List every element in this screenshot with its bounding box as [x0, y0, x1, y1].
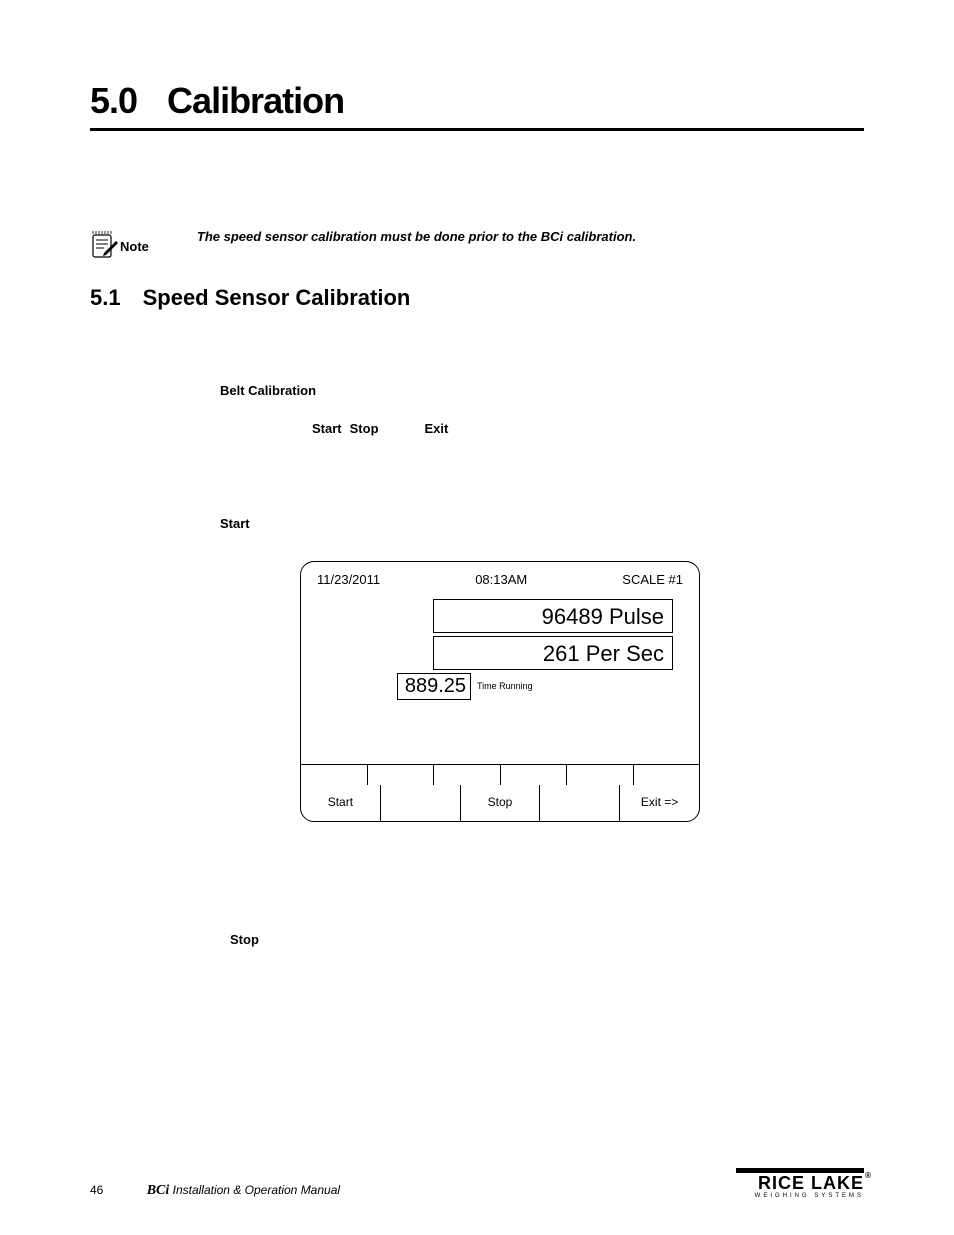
notepad-icon: [90, 231, 118, 261]
rice-lake-logo: RICE LAKE® WEIGHING SYSTEMS: [736, 1168, 864, 1199]
page-footer: 46 BCi Installation & Operation Manual R…: [90, 1168, 864, 1199]
note-icon-wrap: Note: [90, 231, 149, 261]
registered-icon: ®: [865, 1172, 872, 1180]
footer-left: 46 BCi Installation & Operation Manual: [90, 1183, 340, 1199]
footer-manual-title: Installation & Operation Manual: [169, 1183, 340, 1197]
device-time: 08:13AM: [475, 572, 527, 587]
persec-readout: 261 Per Sec: [433, 636, 673, 670]
logo-subtitle: WEIGHING SYSTEMS: [736, 1193, 864, 1199]
softkey-exit[interactable]: Exit =>: [620, 785, 699, 821]
chapter-title: Calibration: [167, 80, 344, 122]
time-running-row: 889.25 Time Running: [397, 673, 533, 700]
start-step-label: Start: [220, 516, 864, 531]
inline-stop-label: Stop: [350, 421, 379, 436]
device-softkey-row: Start Stop Exit =>: [301, 785, 699, 821]
softkey-blank-2: [540, 785, 620, 821]
pulse-readout: 96489 Pulse: [433, 599, 673, 633]
chapter-heading: 5.0 Calibration: [90, 80, 864, 131]
logo-text: RICE LAKE®: [736, 1174, 864, 1192]
softkey-blank-1: [381, 785, 461, 821]
note-text: The speed sensor calibration must be don…: [197, 229, 636, 244]
inline-start-label: Start: [312, 421, 342, 436]
stop-step-label: Stop: [230, 932, 864, 947]
time-running-label: Time Running: [477, 681, 533, 691]
note-block: Note The speed sensor calibration must b…: [90, 231, 864, 261]
time-running-value: 889.25: [397, 673, 471, 700]
softkey-start[interactable]: Start: [301, 785, 381, 821]
body-text: Belt Calibration: [220, 381, 864, 401]
belt-calibration-label: Belt Calibration: [220, 383, 316, 398]
device-footer-tabs: [301, 764, 699, 785]
softkey-stop[interactable]: Stop: [461, 785, 541, 821]
device-header: 11/23/2011 08:13AM SCALE #1: [301, 562, 699, 593]
section-title: Speed Sensor Calibration: [143, 285, 411, 311]
inline-exit-label: Exit: [425, 421, 449, 436]
footer-product: BCi: [147, 1183, 170, 1198]
chapter-number: 5.0: [90, 80, 137, 122]
section-heading: 5.1 Speed Sensor Calibration: [90, 285, 864, 311]
device-screen: 11/23/2011 08:13AM SCALE #1 96489 Pulse …: [300, 561, 700, 822]
device-body: 96489 Pulse 261 Per Sec 889.25 Time Runn…: [301, 593, 699, 764]
page-number: 46: [90, 1183, 103, 1197]
device-scale: SCALE #1: [622, 572, 683, 587]
inline-softkeys: Start Stop Exit: [312, 421, 864, 436]
section-number: 5.1: [90, 285, 121, 311]
note-label: Note: [120, 239, 149, 254]
device-date: 11/23/2011: [317, 572, 380, 587]
